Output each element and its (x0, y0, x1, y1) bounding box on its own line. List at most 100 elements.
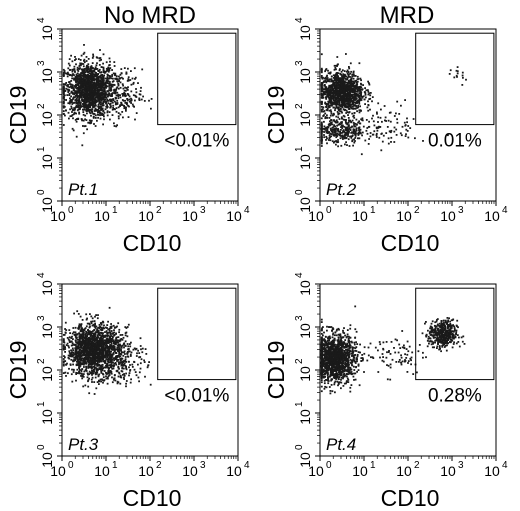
y-tick-exponent: 2 (294, 103, 305, 109)
event-dot (87, 79, 89, 81)
event-dot (128, 98, 131, 101)
event-dot (110, 337, 112, 340)
scatter-events (62, 306, 152, 395)
event-dot (130, 83, 133, 86)
event-dot (97, 104, 100, 106)
event-dot (75, 344, 77, 346)
event-dot (345, 102, 348, 105)
event-dot (332, 81, 335, 84)
event-dot (75, 379, 77, 382)
event-dot (106, 333, 109, 335)
event-dot (73, 78, 75, 81)
event-dot (349, 99, 351, 102)
event-dot (327, 91, 330, 94)
event-dot (355, 105, 358, 108)
event-dot (85, 365, 87, 368)
event-dot (117, 78, 119, 81)
event-dot (335, 88, 337, 91)
event-dot (99, 117, 102, 120)
event-dot (107, 375, 110, 377)
event-dot (116, 348, 119, 350)
event-dot (78, 362, 81, 364)
event-dot (326, 128, 329, 131)
event-dot (77, 95, 79, 98)
event-dot (104, 334, 107, 337)
event-dot (77, 58, 80, 60)
patient-label: Pt.1 (68, 180, 98, 199)
event-dot (332, 133, 335, 136)
event-dot (87, 121, 90, 124)
event-dot (108, 85, 110, 87)
event-dot (359, 90, 361, 93)
event-dot (106, 351, 109, 354)
event-dot (348, 111, 351, 113)
event-dot (353, 114, 355, 117)
event-dot (422, 140, 424, 142)
event-dot (354, 84, 357, 87)
event-dot (87, 58, 90, 60)
event-dot (112, 83, 115, 86)
event-dot (89, 67, 92, 70)
event-dot (399, 132, 402, 135)
x-axis-label: CD10 (381, 230, 440, 256)
event-dot (70, 83, 73, 86)
event-dot (89, 357, 92, 360)
event-dot (64, 346, 66, 348)
event-dot (62, 97, 65, 100)
event-dot (79, 82, 81, 85)
event-dot (326, 107, 329, 110)
event-dot (91, 100, 93, 102)
event-dot (88, 111, 91, 114)
event-dot (365, 119, 368, 121)
event-dot (102, 123, 104, 126)
event-dot (122, 87, 125, 90)
event-dot (80, 346, 82, 348)
event-dot (340, 104, 343, 106)
event-dot (350, 98, 352, 100)
event-dot (101, 94, 103, 97)
event-dot (112, 80, 115, 82)
event-dot (461, 74, 464, 77)
event-dot (87, 67, 89, 70)
event-dot (98, 324, 101, 326)
event-dot (406, 117, 408, 120)
event-dot (88, 377, 90, 380)
event-dot (140, 86, 142, 89)
event-dot (359, 86, 362, 89)
event-dot (87, 71, 89, 74)
event-dot (122, 77, 124, 80)
event-dot (333, 141, 335, 144)
event-dot (83, 101, 86, 103)
event-dot (361, 134, 363, 137)
event-dot (112, 324, 115, 327)
event-dot (354, 135, 357, 137)
event-dot (113, 125, 116, 127)
event-dot (344, 134, 347, 136)
event-dot (75, 93, 78, 96)
event-dot (117, 375, 120, 378)
event-dot (134, 99, 136, 102)
event-dot (371, 117, 373, 120)
event-dot (78, 90, 80, 93)
event-dot (106, 366, 108, 368)
event-dot (112, 106, 114, 109)
event-dot (341, 97, 344, 99)
event-dot (123, 106, 126, 108)
event-dot (93, 393, 96, 395)
event-dot (81, 351, 84, 354)
event-dot (94, 342, 97, 345)
event-dot (93, 353, 95, 356)
event-dot (352, 90, 355, 93)
event-dot (94, 103, 97, 105)
event-dot (73, 74, 75, 77)
event-dot (328, 122, 331, 125)
event-dot (84, 336, 87, 339)
event-dot (120, 76, 123, 79)
event-dot (75, 135, 78, 138)
event-dot (83, 91, 85, 93)
event-dot (337, 72, 340, 75)
event-dot (92, 79, 95, 82)
event-dot (355, 94, 358, 97)
event-dot (322, 76, 324, 79)
event-dot (353, 132, 356, 135)
